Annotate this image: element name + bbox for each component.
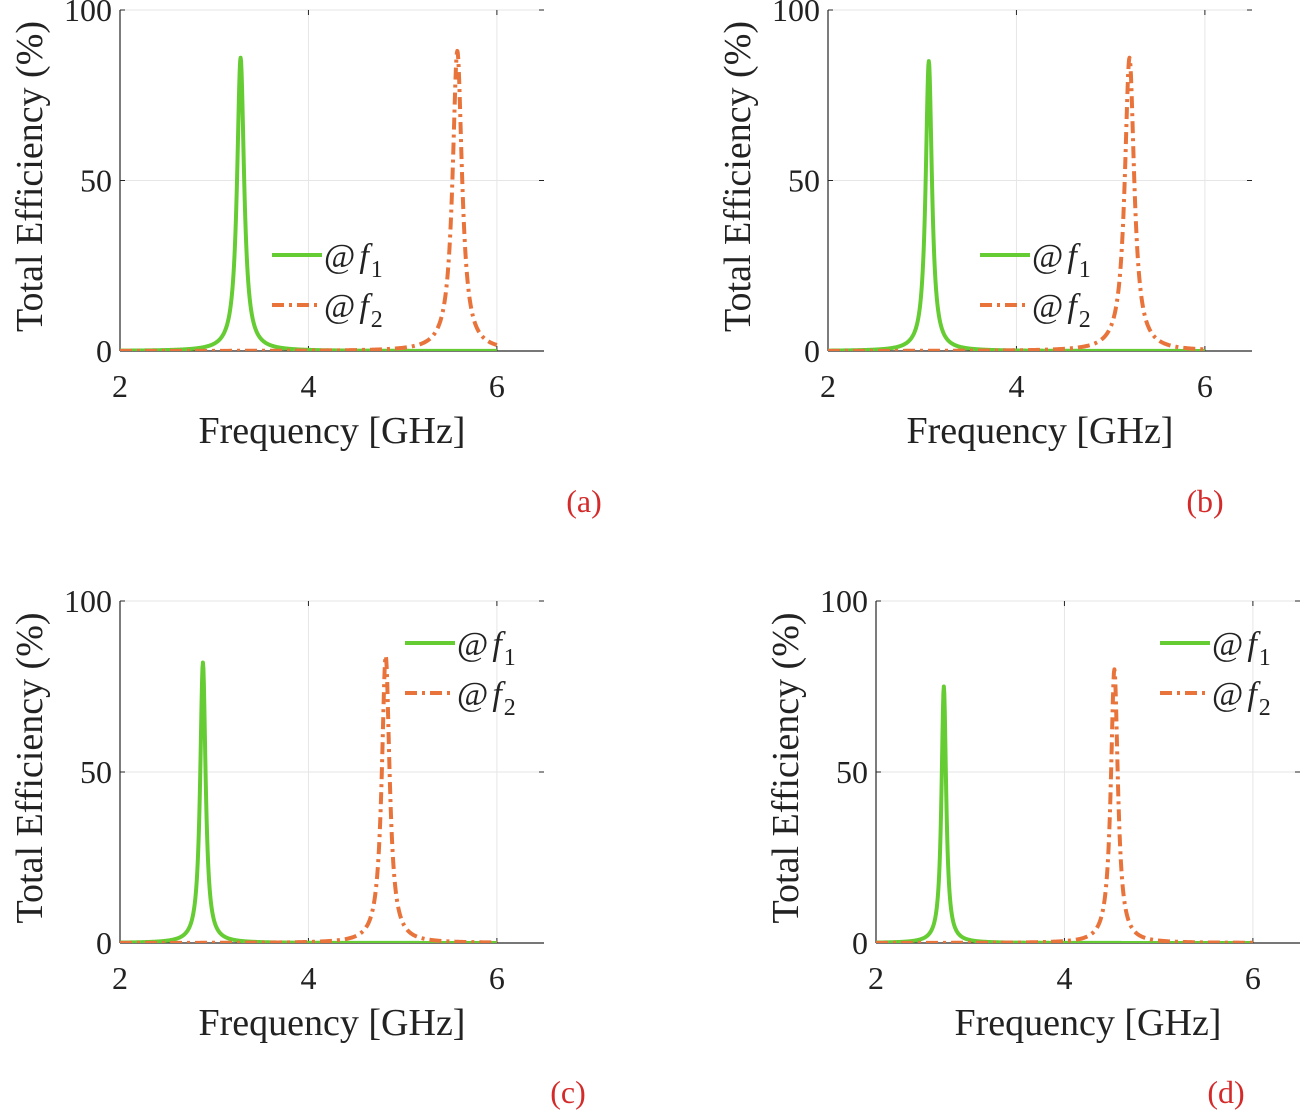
y-tick-label: 100 xyxy=(772,0,820,28)
series-line-2 xyxy=(120,653,499,943)
panel-label: (a) xyxy=(566,483,602,519)
legend-at: @ xyxy=(1212,626,1243,663)
legend-subscript: 1 xyxy=(1259,645,1271,671)
legend-label-2: @ f2 xyxy=(457,676,516,721)
legend-label-2: @ f2 xyxy=(1212,676,1271,721)
legend-at: @ xyxy=(457,676,488,713)
series-line-1 xyxy=(828,59,1207,351)
series-line-1 xyxy=(120,660,499,943)
x-axis-label: Frequency [GHz] xyxy=(955,1002,1222,1044)
y-axis-label: Total Efficiency (%) xyxy=(9,21,51,332)
x-tick-label: 4 xyxy=(1008,368,1024,404)
x-tick-label: 6 xyxy=(489,368,505,404)
legend-at: @ xyxy=(457,626,488,663)
series-line-2 xyxy=(828,55,1207,351)
chart-panel-c: 2 4 6 0 50 100 Frequency [GHz] Total Efficiency… xyxy=(9,583,586,1110)
y-tick-label: 50 xyxy=(836,754,868,790)
x-tick-label: 2 xyxy=(112,368,128,404)
chart-panel-b: 2 4 6 0 50 100 Frequency [GHz] Total Efficiency… xyxy=(717,0,1252,519)
legend-subscript: 1 xyxy=(504,645,516,671)
y-tick-label: 0 xyxy=(852,925,868,961)
legend-label-1: @ f1 xyxy=(457,626,516,671)
x-axis-label: Frequency [GHz] xyxy=(199,1002,466,1044)
legend-subscript: 2 xyxy=(371,307,383,333)
x-tick-label: 6 xyxy=(1245,960,1261,996)
chart-panel-d: 2 4 6 0 50 100 Frequency [GHz] Total Efficiency… xyxy=(765,583,1300,1110)
y-axis-label: Total Efficiency (%) xyxy=(717,21,759,332)
legend-at: @ xyxy=(324,288,355,325)
legend-subscript: 1 xyxy=(1079,257,1091,283)
plot-area xyxy=(876,667,1255,943)
legend-subscript: 2 xyxy=(504,695,516,721)
y-tick-label: 100 xyxy=(64,0,112,28)
x-tick-label: 4 xyxy=(1056,960,1072,996)
y-tick-label: 100 xyxy=(820,583,868,619)
x-tick-label: 2 xyxy=(820,368,836,404)
y-tick-label: 0 xyxy=(96,925,112,961)
y-axis-label: Total Efficiency (%) xyxy=(765,612,807,923)
legend-subscript: 2 xyxy=(1079,307,1091,333)
legend-at: @ xyxy=(1032,288,1063,325)
plot-area xyxy=(120,653,499,943)
y-axis-label: Total Efficiency (%) xyxy=(9,612,51,923)
legend-at: @ xyxy=(324,238,355,275)
plot-area xyxy=(120,48,499,351)
series-line-2 xyxy=(876,667,1255,943)
legend-label-1: @ f1 xyxy=(1032,238,1091,283)
series-line-2 xyxy=(120,48,499,351)
x-tick-label: 2 xyxy=(868,960,884,996)
panel-label: (c) xyxy=(550,1074,586,1110)
y-tick-label: 50 xyxy=(788,163,820,199)
y-tick-label: 50 xyxy=(80,163,112,199)
x-tick-label: 4 xyxy=(300,368,316,404)
x-tick-label: 6 xyxy=(489,960,505,996)
legend-subscript: 2 xyxy=(1259,695,1271,721)
legend-label-1: @ f1 xyxy=(1212,626,1271,671)
legend-label-2: @ f2 xyxy=(324,288,383,333)
panel-label: (b) xyxy=(1186,483,1223,519)
y-tick-label: 100 xyxy=(64,583,112,619)
y-tick-label: 50 xyxy=(80,754,112,790)
legend-subscript: 1 xyxy=(371,257,383,283)
legend-at: @ xyxy=(1212,676,1243,713)
legend-at: @ xyxy=(1032,238,1063,275)
chart-panel-a: 2 4 6 0 50 100 Frequency [GHz] Total Efficiency… xyxy=(9,0,602,519)
x-tick-label: 2 xyxy=(112,960,128,996)
legend-label-1: @ f1 xyxy=(324,238,383,283)
panel-label: (d) xyxy=(1207,1074,1244,1110)
legend-label-2: @ f2 xyxy=(1032,288,1091,333)
series-line-1 xyxy=(120,55,499,351)
plot-area xyxy=(828,55,1207,351)
y-tick-label: 0 xyxy=(804,333,820,369)
y-tick-label: 0 xyxy=(96,333,112,369)
x-tick-label: 6 xyxy=(1197,368,1213,404)
x-tick-label: 4 xyxy=(300,960,316,996)
x-axis-label: Frequency [GHz] xyxy=(199,410,466,452)
x-axis-label: Frequency [GHz] xyxy=(907,410,1174,452)
